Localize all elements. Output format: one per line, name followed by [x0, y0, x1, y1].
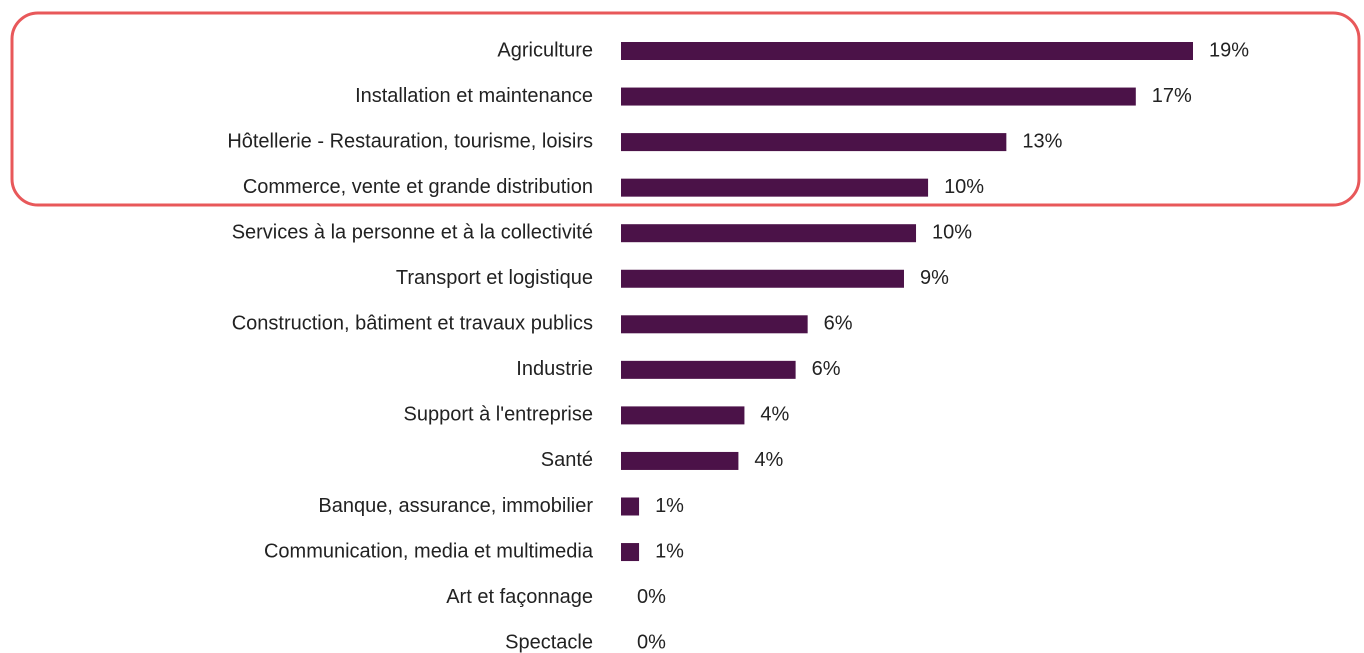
bar	[621, 497, 640, 516]
value-label: 1%	[655, 495, 684, 517]
value-label: 0%	[637, 631, 666, 653]
category-label: Agriculture	[497, 39, 593, 61]
value-label: 6%	[812, 358, 841, 380]
category-label: Support à l'entreprise	[404, 404, 593, 426]
bar	[621, 42, 1193, 60]
category-label: Communication, media et multimedia	[264, 540, 594, 562]
bar	[621, 224, 917, 243]
bar	[621, 315, 808, 334]
category-label: Installation et maintenance	[355, 85, 593, 107]
bar	[621, 178, 929, 197]
value-label: 6%	[824, 313, 853, 335]
value-label: 19%	[1209, 39, 1249, 61]
category-label: Banque, assurance, immobilier	[318, 495, 593, 517]
value-label: 0%	[637, 586, 666, 608]
bar	[621, 269, 904, 288]
value-label: 9%	[920, 267, 949, 289]
bar	[621, 406, 745, 425]
bar	[621, 133, 1007, 152]
value-label: 10%	[932, 221, 972, 243]
value-label: 10%	[944, 176, 984, 198]
category-label: Services à la personne et à la collectiv…	[232, 221, 593, 243]
bar	[621, 360, 796, 379]
value-label: 4%	[760, 404, 789, 426]
category-label: Transport et logistique	[396, 267, 593, 289]
bar	[621, 543, 640, 562]
category-label: Commerce, vente et grande distribution	[243, 176, 593, 198]
value-label: 13%	[1022, 130, 1062, 152]
value-label: 17%	[1152, 85, 1192, 107]
value-label: 4%	[754, 449, 783, 471]
category-label: Art et façonnage	[446, 586, 593, 608]
bar	[621, 87, 1136, 106]
bar	[621, 451, 739, 470]
value-label: 1%	[655, 540, 684, 562]
highlight-box	[10, 11, 1361, 207]
category-label: Santé	[541, 449, 593, 471]
category-label: Construction, bâtiment et travaux public…	[232, 313, 593, 335]
category-label: Hôtellerie - Restauration, tourisme, loi…	[227, 130, 593, 152]
category-label: Spectacle	[505, 631, 593, 653]
category-label: Industrie	[516, 358, 593, 380]
